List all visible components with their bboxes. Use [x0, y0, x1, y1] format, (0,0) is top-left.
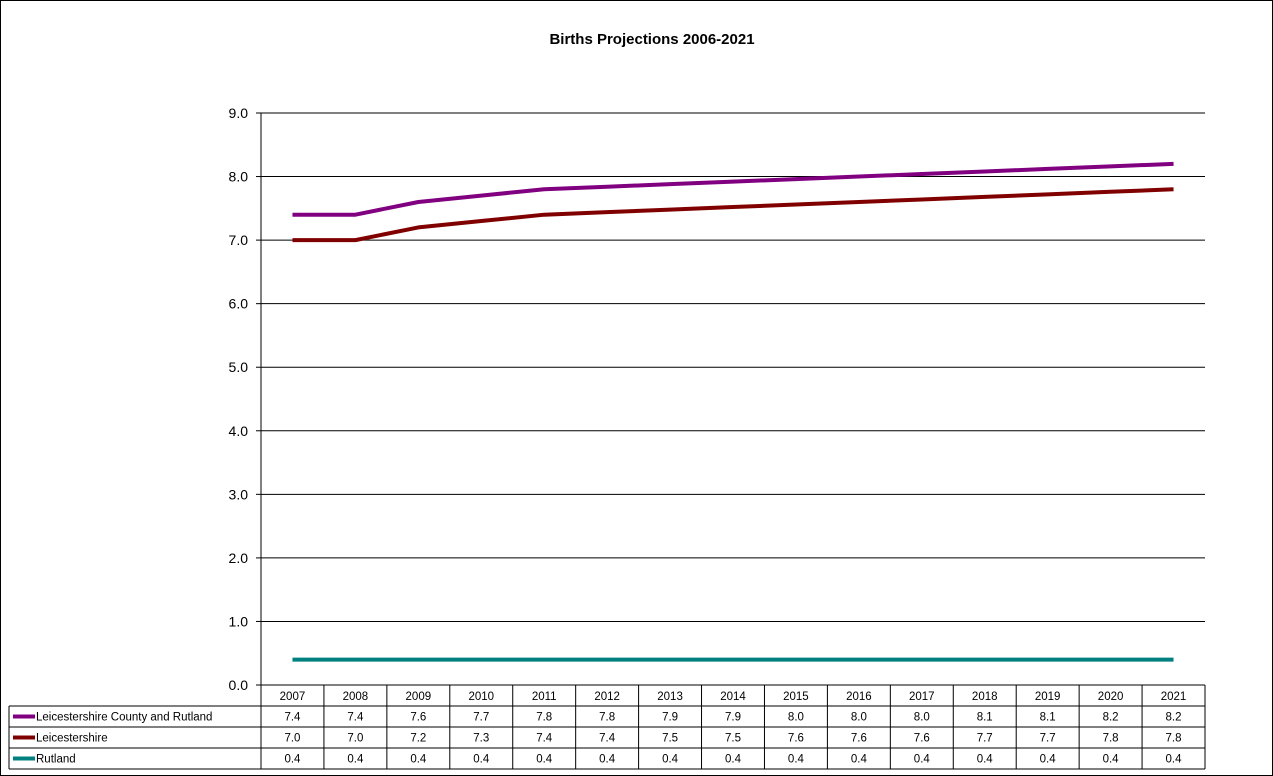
- data-cell: 7.4: [599, 733, 616, 745]
- data-cell: 7.6: [914, 733, 930, 745]
- data-cell: 7.5: [662, 733, 678, 745]
- legend-label-0: Leicestershire County and Rutland: [36, 712, 212, 724]
- data-cell: 0.4: [788, 754, 805, 766]
- data-cell: 7.6: [851, 733, 867, 745]
- data-cell: 7.8: [1166, 733, 1182, 745]
- y-tick-label: 8.0: [229, 169, 249, 185]
- data-cell: 7.8: [1103, 733, 1119, 745]
- data-cell: 7.6: [410, 712, 426, 724]
- data-cell: 0.4: [1040, 754, 1057, 766]
- y-axis-ticks: 0.0 1.0 2.0 3.0 4.0 5.0 6.0 7.0 8.0 9.0: [229, 105, 249, 693]
- data-cell: 7.4: [347, 712, 364, 724]
- series-line-1: [292, 189, 1173, 240]
- x-category-label: 2009: [406, 691, 432, 703]
- x-category-label: 2020: [1098, 691, 1124, 703]
- y-tick-label: 4.0: [229, 423, 249, 439]
- data-cell: 7.0: [284, 733, 300, 745]
- data-cell: 7.7: [977, 733, 993, 745]
- y-tick-label: 6.0: [229, 296, 249, 312]
- x-category-label: 2015: [783, 691, 809, 703]
- data-cell: 7.3: [473, 733, 489, 745]
- y-tick-label: 7.0: [229, 232, 249, 248]
- data-cell: 7.7: [1040, 733, 1056, 745]
- data-cell: 7.5: [725, 733, 741, 745]
- data-cell: 0.4: [536, 754, 553, 766]
- data-cell: 7.7: [473, 712, 489, 724]
- data-cell: 0.4: [410, 754, 427, 766]
- data-cell: 0.4: [977, 754, 994, 766]
- x-category-label: 2010: [468, 691, 494, 703]
- x-category-label: 2019: [1035, 691, 1061, 703]
- data-cell: 7.4: [284, 712, 301, 724]
- x-category-label: 2016: [846, 691, 872, 703]
- chart-title: Births Projections 2006-2021: [549, 31, 754, 48]
- data-cell: 0.4: [662, 754, 679, 766]
- legend-label-1: Leicestershire: [36, 733, 108, 745]
- data-cell: 8.2: [1166, 712, 1182, 724]
- data-cell: 7.8: [599, 712, 615, 724]
- x-category-label: 2014: [720, 691, 746, 703]
- data-cell: 0.4: [473, 754, 490, 766]
- data-cell: 7.9: [662, 712, 678, 724]
- data-cell: 0.4: [347, 754, 364, 766]
- x-category-label: 2013: [657, 691, 683, 703]
- data-cell: 0.4: [725, 754, 742, 766]
- y-tick-label: 3.0: [229, 486, 249, 502]
- x-category-label: 2011: [532, 691, 557, 703]
- data-cell: 0.4: [914, 754, 931, 766]
- data-cell: 7.6: [788, 733, 804, 745]
- y-tick-label: 9.0: [229, 105, 249, 121]
- data-cell: 8.0: [851, 712, 867, 724]
- data-cell: 8.0: [788, 712, 804, 724]
- y-tick-label: 2.0: [229, 550, 249, 566]
- x-category-label: 2012: [594, 691, 620, 703]
- gridlines: [256, 113, 1205, 685]
- data-cell: 0.4: [284, 754, 301, 766]
- data-cell: 7.8: [536, 712, 552, 724]
- x-category-label: 2018: [972, 691, 998, 703]
- y-tick-label: 5.0: [229, 359, 249, 375]
- data-cell: 7.4: [536, 733, 553, 745]
- y-tick-label: 1.0: [229, 613, 249, 629]
- data-cell: 0.4: [851, 754, 868, 766]
- legend-label-2: Rutland: [36, 754, 76, 766]
- data-cell: 0.4: [1166, 754, 1183, 766]
- data-table: 2007 2008 2009 2010 2011 2012 2013 2014 2015 2016…: [9, 685, 1205, 769]
- data-cell: 8.0: [914, 712, 930, 724]
- data-cell: 8.1: [1040, 712, 1056, 724]
- x-category-label: 2008: [343, 691, 369, 703]
- data-cell: 7.9: [725, 712, 741, 724]
- data-cell: 7.2: [410, 733, 426, 745]
- series-lines: [292, 164, 1173, 660]
- x-category-label: 2017: [909, 691, 935, 703]
- x-category-label: 2021: [1161, 691, 1187, 703]
- data-cell: 7.0: [347, 733, 363, 745]
- data-cell: 0.4: [1103, 754, 1120, 766]
- data-cell: 8.1: [977, 712, 993, 724]
- data-cell: 0.4: [599, 754, 616, 766]
- y-tick-label: 0.0: [229, 677, 249, 693]
- x-category-label: 2007: [280, 691, 306, 703]
- data-cell: 8.2: [1103, 712, 1119, 724]
